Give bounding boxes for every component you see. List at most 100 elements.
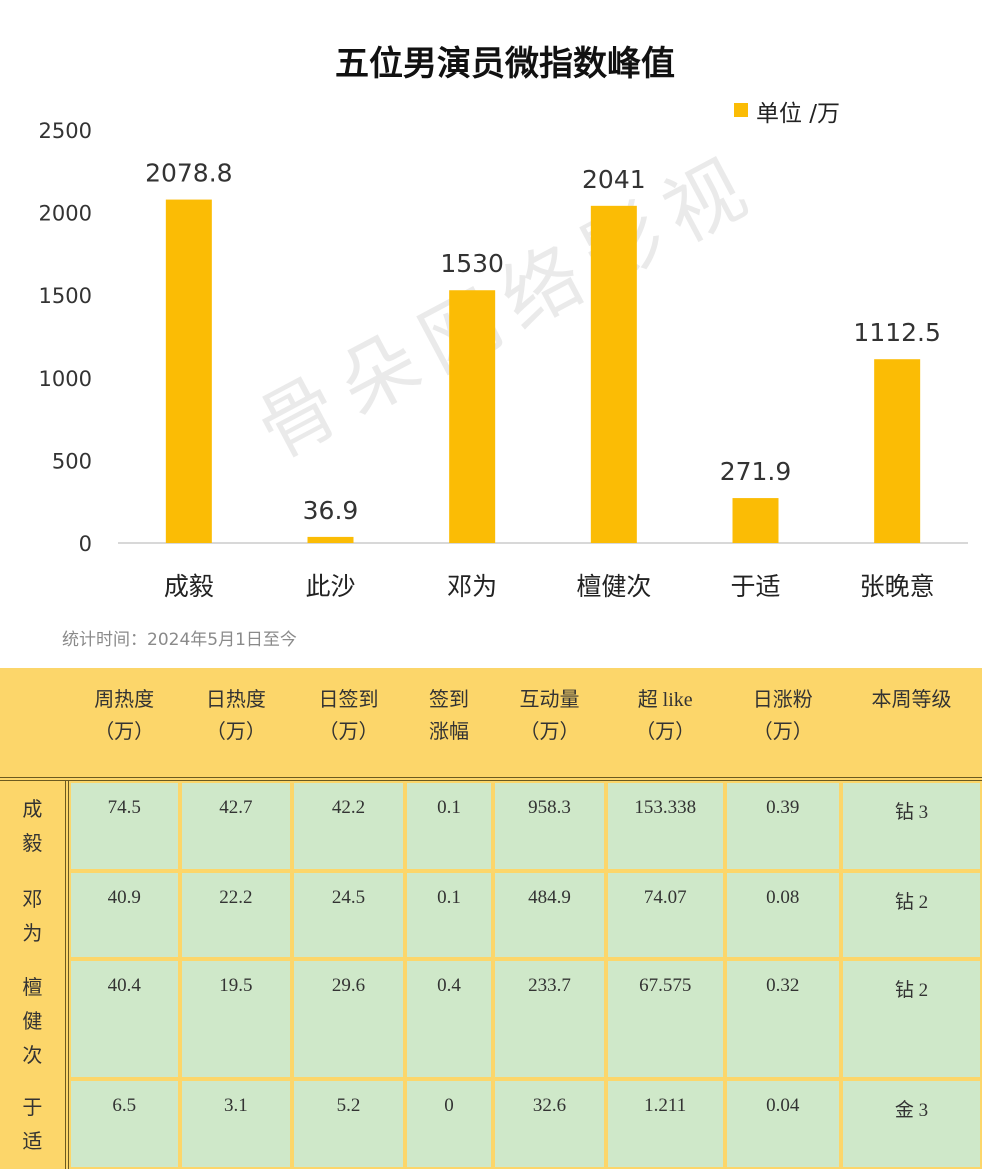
header-line: （万） [318,721,379,743]
row-name-char: 为 [22,923,43,945]
table-cell: 0.4 [404,959,494,1079]
row-header: 于适 [0,1079,69,1169]
table-cell: 19.5 [179,959,293,1079]
column-header: 超 like （万） [605,668,725,781]
y-tick-label: 1500 [39,284,92,308]
header-line: 超 like [637,689,693,711]
table-cell: 484.9 [493,871,606,959]
table-cell: 24.5 [292,871,405,959]
header-line: （万） [94,721,155,743]
header-line: 日签到 [318,689,379,711]
row-name-char: 檀 [22,977,43,999]
table-cell: 钻 2 [841,871,982,959]
x-tick-label: 檀健次 [576,572,651,601]
table-cell: 0.32 [724,959,842,1079]
x-tick-label: 于适 [730,572,780,601]
row-header: 邓为 [0,871,69,959]
row-header: 成毅 [0,781,69,871]
column-header: 互动量 （万） [493,668,606,781]
data-table: 周热度 （万） 日热度 （万） 日签到 （万） 签到 涨幅 互动量 （万）超 like （万） 日涨粉… [0,668,982,1169]
table-cell: 0.08 [724,871,842,959]
table-cell: 153.338 [605,781,725,871]
data-label: 2041 [582,165,646,194]
data-label: 36.9 [303,496,359,525]
row-name-char: 于 [22,1097,43,1119]
data-label: 1112.5 [853,318,940,347]
y-tick-label: 1000 [39,367,92,391]
data-label: 271.9 [720,457,792,486]
x-tick-label: 张晚意 [860,572,935,601]
bar-chart: 骨朵网络影视 五位男演员微指数峰值 单位 /万 0 500 1000 1500 2000… [39,44,968,601]
bar [874,359,921,543]
table-cell: 29.6 [292,959,405,1079]
watermark: 骨朵网络影视 [243,138,773,477]
column-header: 本周等级 [841,668,982,781]
row-name-char: 毅 [22,833,43,855]
bar [307,536,354,543]
header-line: 签到 [429,689,470,711]
data-label: 2078.8 [145,159,232,188]
header-line: （万） [205,721,266,743]
header-line: 本周等级 [871,689,952,711]
table-cell: 0.39 [724,781,842,871]
bar [165,199,212,543]
x-tick-label: 成毅 [164,572,214,601]
table-cell: 22.2 [179,871,293,959]
legend-swatch [734,103,748,117]
table-cell: 42.2 [292,781,405,871]
table-row: 檀健次 40.4 19.5 29.6 0.4 233.7 67.575 0.32 钻 2 [0,959,982,1079]
column-header: 日签到 （万） [292,668,405,781]
legend-label: 单位 /万 [756,101,840,127]
stat-period-note: 统计时间：2024年5月1日至今 [62,630,297,650]
table-cell: 3.1 [179,1079,293,1169]
row-name-char: 邓 [22,889,43,911]
table-cell: 67.575 [605,959,725,1079]
table-cell: 钻 2 [841,959,982,1079]
column-header: 周热度 （万） [68,668,180,781]
table-cell: 0.04 [724,1079,842,1169]
table-cell: 32.6 [493,1079,606,1169]
bar [449,290,496,543]
bar [732,498,779,543]
header-line: 互动量 [519,689,580,711]
table-cell: 958.3 [493,781,606,871]
header-line: （万） [752,721,813,743]
table-cell: 1.211 [605,1079,725,1169]
header-line: 周热度 [94,689,155,711]
table-cell: 0 [404,1079,494,1169]
table-row: 成毅 74.5 42.7 42.2 0.1 958.3 153.338 0.39 钻 3 [0,781,982,871]
bar [590,205,637,544]
svg-text:骨朵网络影视: 骨朵网络影视 [243,138,773,477]
table-cell: 6.5 [68,1079,180,1169]
table-cell: 5.2 [292,1079,405,1169]
row-name-char: 健 [22,1011,43,1033]
table-cell: 0.1 [404,871,494,959]
x-tick-label: 此沙 [305,572,355,601]
y-tick-label: 0 [79,532,92,556]
table-cell: 74.07 [605,871,725,959]
header-line: （万） [519,721,580,743]
row-name-char: 成 [22,799,43,821]
y-tick-label: 500 [52,449,92,473]
column-header [0,668,69,781]
table-cell: 42.7 [179,781,293,871]
x-tick-label: 邓为 [447,572,497,601]
row-name-char: 次 [22,1045,43,1067]
row-header: 檀健次 [0,959,69,1079]
column-header: 日热度 （万） [179,668,293,781]
y-tick-label: 2000 [39,202,92,226]
table-cell: 74.5 [68,781,180,871]
chart-title: 五位男演员微指数峰值 [335,44,675,84]
header-line: （万） [635,721,696,743]
table-cell: 0.1 [404,781,494,871]
table-cell: 金 3 [841,1079,982,1169]
data-label: 1530 [440,249,504,278]
table-row: 于适 6.5 3.1 5.2 0 32.6 1.211 0.04 金 3 [0,1079,982,1169]
column-header: 签到 涨幅 [404,668,494,781]
row-name-char: 适 [22,1131,43,1153]
table-cell: 233.7 [493,959,606,1079]
table-cell: 40.4 [68,959,180,1079]
column-header: 日涨粉 （万） [724,668,842,781]
table-cell: 钻 3 [841,781,982,871]
header-line: 日热度 [205,689,266,711]
